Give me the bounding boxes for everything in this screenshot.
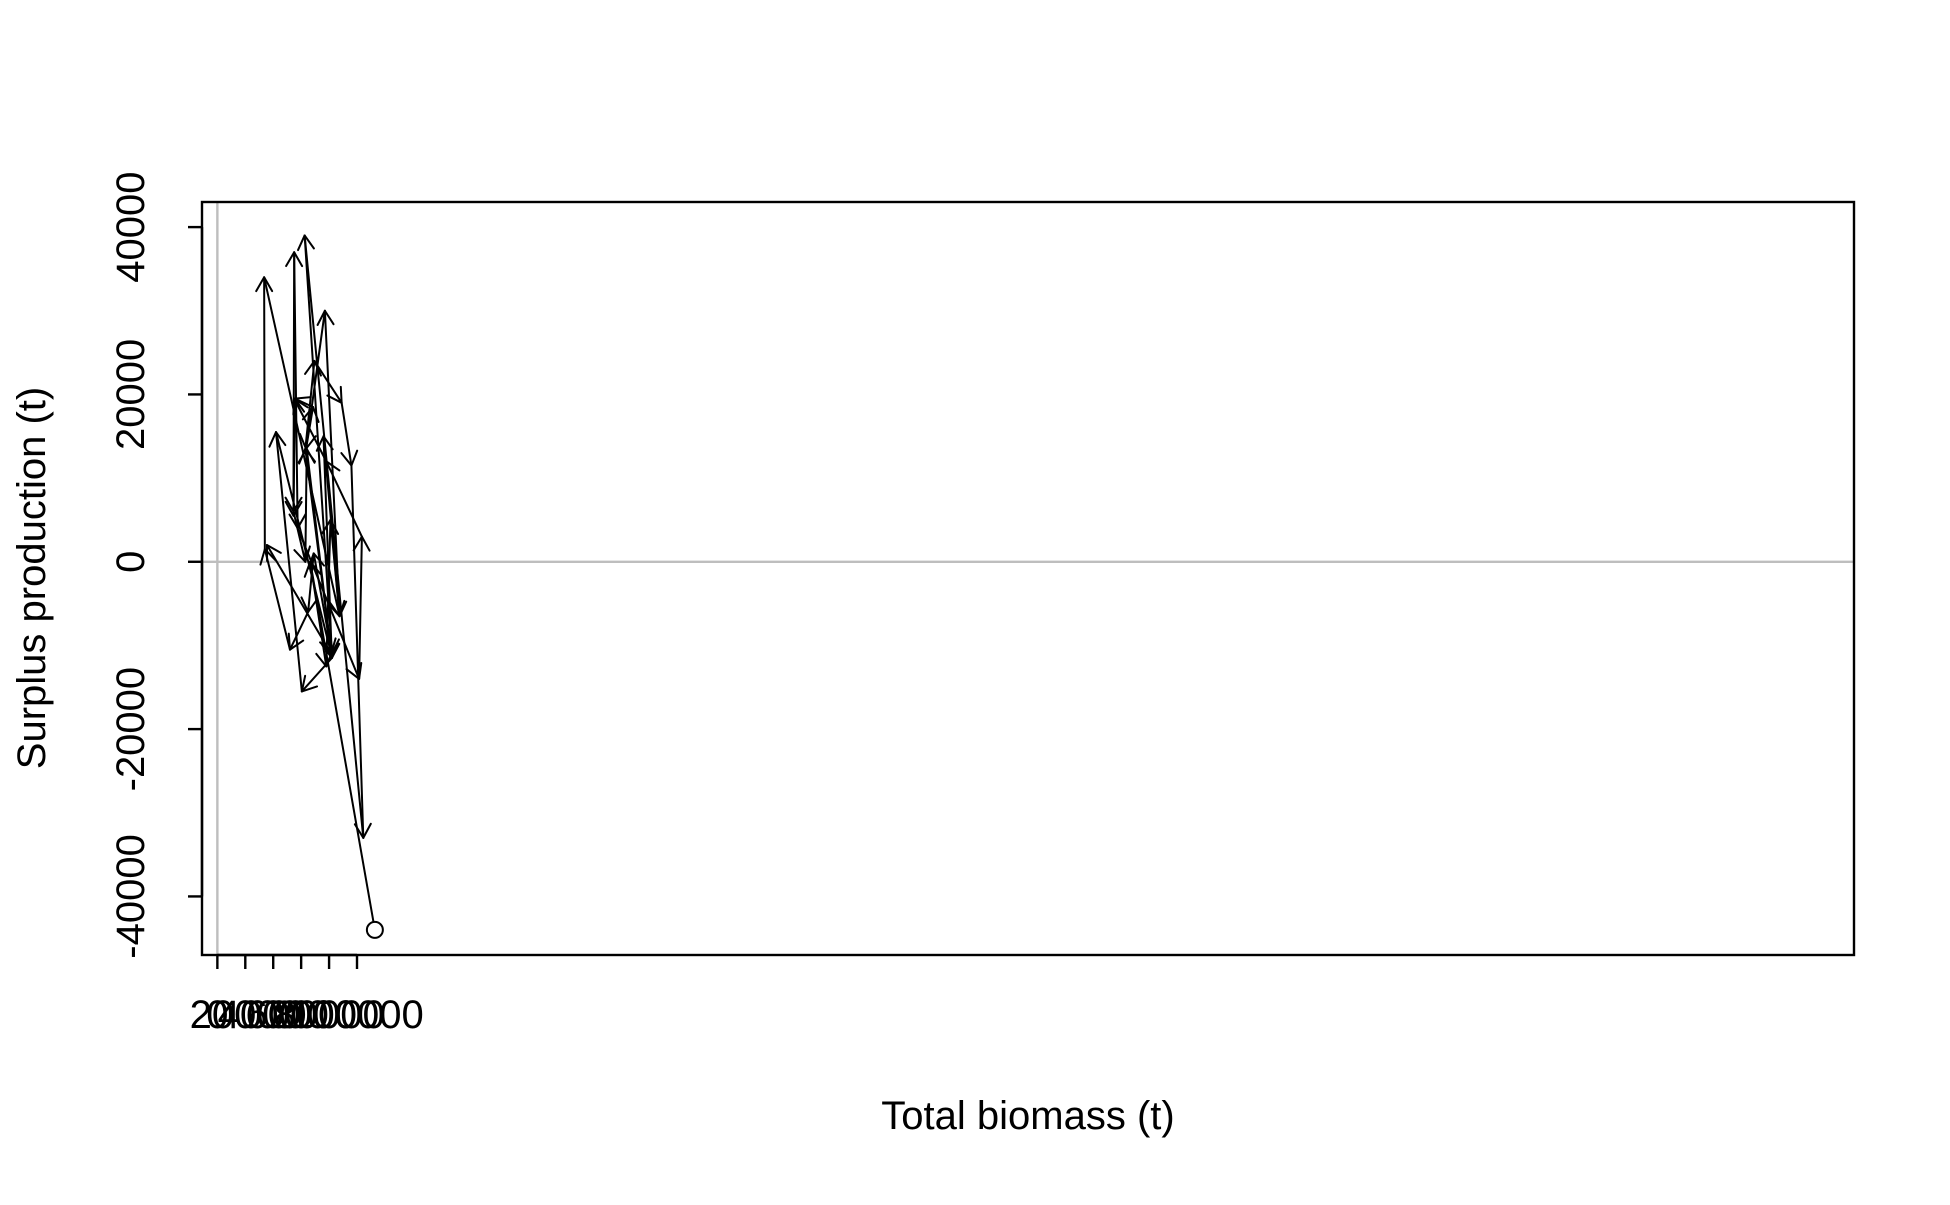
x-tick-label: 0 bbox=[206, 993, 228, 1037]
trajectory-segment bbox=[304, 447, 308, 563]
trajectory-segment bbox=[263, 276, 266, 551]
trajectory-segment bbox=[358, 535, 363, 680]
trajectory-segment bbox=[275, 431, 303, 693]
trajectory-segment bbox=[292, 510, 307, 563]
y-tick-label: -40000 bbox=[109, 834, 153, 959]
y-tick-label: 40000 bbox=[109, 171, 153, 282]
x-tick-label: 40000 bbox=[218, 993, 329, 1037]
x-tick-label: 80000 bbox=[273, 993, 384, 1037]
trajectory-segment bbox=[350, 464, 365, 839]
trajectory-segment bbox=[309, 560, 376, 931]
x-tick-label: 60000 bbox=[246, 993, 357, 1037]
trajectory-segment bbox=[292, 397, 296, 513]
trajectory-segment bbox=[263, 276, 341, 618]
trajectory-segment bbox=[323, 309, 341, 618]
x-tick-label: 20000 bbox=[190, 993, 301, 1037]
trajectory-segment bbox=[275, 431, 333, 655]
arrow-head bbox=[265, 544, 282, 563]
trajectory-segment bbox=[305, 447, 333, 659]
trajectory-segment bbox=[263, 548, 291, 651]
y-axis: -40000 -20000 0 20000 40000 bbox=[109, 171, 204, 959]
trajectory-segment bbox=[303, 234, 365, 839]
y-tick-label: 20000 bbox=[109, 339, 153, 450]
y-axis-title: Surplus production (t) bbox=[10, 387, 54, 769]
x-axis-title: Total biomass (t) bbox=[881, 1094, 1174, 1138]
y-tick-label: -20000 bbox=[109, 667, 153, 792]
y-tick-label: 0 bbox=[109, 551, 153, 573]
reference-lines bbox=[202, 202, 1854, 955]
trajectory-segment bbox=[325, 460, 363, 538]
trajectory-segment bbox=[293, 251, 299, 530]
x-tick-label: 100000 bbox=[290, 993, 423, 1037]
trajectory-segment bbox=[300, 656, 333, 693]
trajectory-segment bbox=[265, 544, 333, 655]
plot-frame bbox=[200, 200, 1856, 957]
trajectory-segment bbox=[340, 401, 353, 467]
trajectory-segment bbox=[293, 397, 328, 463]
start-point-marker bbox=[365, 920, 384, 939]
trajectory-segment bbox=[288, 610, 310, 651]
series-layer bbox=[255, 234, 384, 939]
